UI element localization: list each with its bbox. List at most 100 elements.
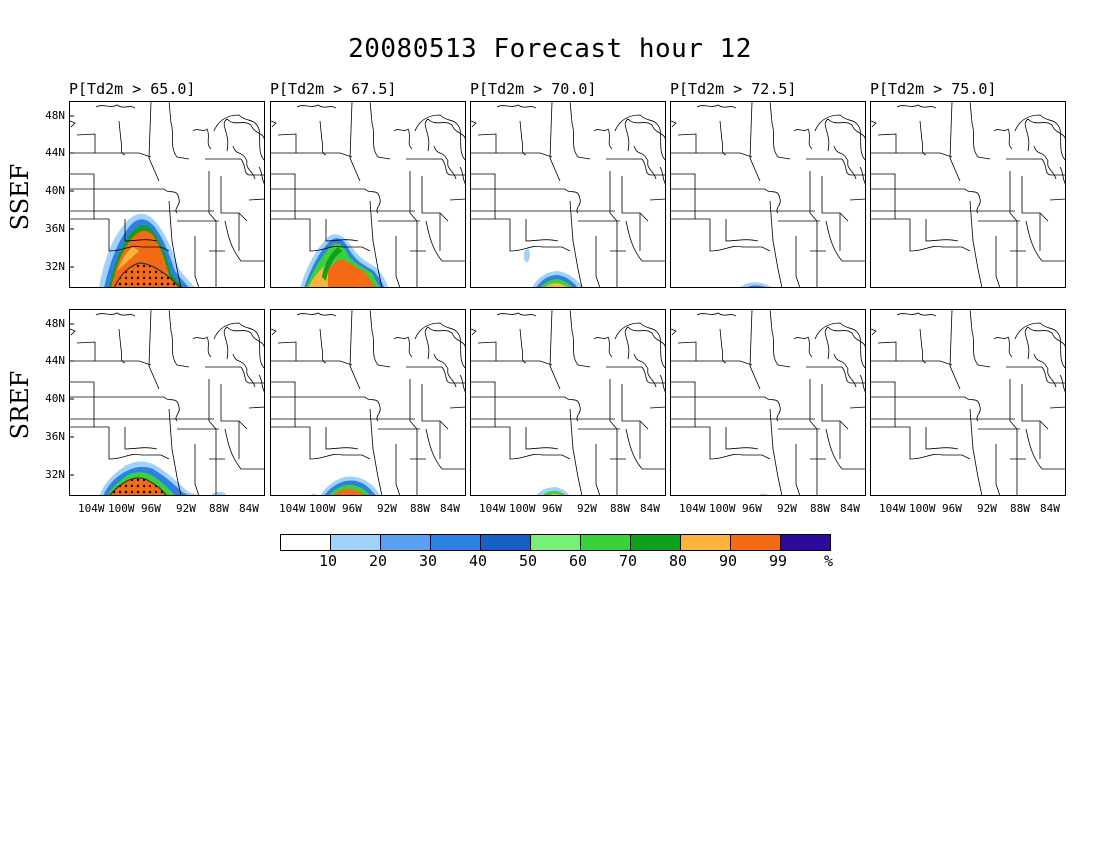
boundary-line: [649, 406, 666, 409]
boundary-line: [769, 200, 783, 288]
boundary-line: [995, 236, 1001, 288]
boundary-line: [223, 118, 265, 152]
stippled-region: [113, 262, 182, 288]
map-panel-ssef-4: [670, 101, 866, 288]
panel-border: [69, 309, 265, 496]
lat-tick-label: 36N: [45, 430, 65, 443]
colorbar-swatch: [731, 535, 781, 550]
boundary-line: [470, 396, 581, 422]
boundary-line: [749, 309, 761, 390]
lon-tick-label: 88W: [410, 502, 430, 515]
boundary-line: [124, 427, 158, 450]
boundary-line: [870, 381, 896, 427]
boundary-line: [205, 366, 265, 384]
probability-contour: [332, 489, 366, 496]
boundary-line: [569, 309, 591, 368]
boundary-line: [270, 396, 381, 422]
boundary-line: [919, 120, 927, 156]
lon-tick-label: 92W: [377, 502, 397, 515]
lon-tick-label: 92W: [577, 502, 597, 515]
boundary-line: [349, 101, 361, 182]
boundary-line: [969, 101, 991, 160]
boundary-line: [606, 158, 666, 176]
boundary-line: [270, 173, 296, 219]
lon-tick-label: 104W: [479, 502, 506, 515]
boundary-line: [277, 133, 297, 153]
boundary-line: [395, 444, 401, 496]
boundary-line: [519, 120, 527, 156]
map-svg: [470, 309, 666, 496]
boundary-line: [369, 200, 383, 288]
boundary-line: [610, 429, 626, 496]
boundary-line: [349, 309, 361, 390]
boundary-line: [621, 176, 649, 222]
boundary-line: [677, 341, 697, 361]
boundary-line: [670, 152, 753, 158]
panel-border: [670, 101, 866, 288]
lat-tick-label: 32N: [45, 468, 65, 481]
boundary-line: [809, 379, 818, 430]
boundary-line: [393, 336, 413, 358]
probability-contour: [322, 247, 342, 281]
lat-tick-label: 48N: [45, 317, 65, 330]
boundary-line: [124, 219, 158, 242]
boundary-line: [670, 360, 753, 366]
stippled-region: [108, 477, 168, 496]
lon-tick-label: 92W: [977, 502, 997, 515]
boundary-line: [1010, 429, 1026, 496]
boundary-line: [425, 428, 466, 470]
boundary-line: [192, 128, 212, 150]
panel-border: [670, 309, 866, 496]
boundary-line: [749, 101, 761, 182]
boundary-line: [509, 219, 571, 252]
boundary-line: [449, 198, 466, 201]
boundary-line: [625, 428, 666, 470]
boundary-line: [424, 326, 466, 360]
panel-title: P[Td2m > 72.5]: [670, 80, 797, 98]
boundary-line: [108, 427, 170, 460]
boundary-line: [296, 104, 337, 109]
boundary-line: [76, 133, 96, 153]
boundary-line: [1021, 384, 1049, 430]
boundary-line: [610, 221, 626, 288]
boundary-line: [296, 312, 337, 317]
boundary-line: [595, 444, 601, 496]
boundary-line: [795, 236, 801, 288]
boundary-line: [593, 128, 613, 150]
map-panel-ssef-5: [870, 101, 1066, 288]
boundary-line: [519, 328, 527, 364]
boundary-line: [277, 341, 297, 361]
boundary-line: [470, 173, 496, 219]
boundary-line: [993, 336, 1013, 358]
boundary-line: [309, 219, 371, 252]
boundary-line: [795, 444, 801, 496]
lat-tick-label: 40N: [45, 184, 65, 197]
boundary-line: [1010, 221, 1026, 288]
boundary-line: [325, 219, 359, 242]
boundary-line: [725, 219, 759, 242]
boundary-line: [220, 176, 248, 222]
map-panel-ssef-1: [69, 101, 265, 288]
colorbar: [280, 534, 831, 551]
boundary-line: [1049, 198, 1066, 201]
colorbar-swatch: [281, 535, 331, 550]
map-panel-sref-2: [270, 309, 466, 496]
boundary-line: [969, 200, 983, 288]
boundary-line: [414, 114, 466, 162]
colorbar-swatch: [681, 535, 731, 550]
lon-tick-label: 92W: [176, 502, 196, 515]
colorbar-swatch: [381, 535, 431, 550]
boundary-line: [870, 152, 953, 158]
boundary-line: [670, 120, 677, 128]
panel-border: [870, 309, 1066, 496]
boundary-line: [725, 427, 759, 450]
colorbar-label: 10: [319, 552, 338, 570]
boundary-line: [410, 221, 426, 288]
boundary-line: [470, 152, 553, 158]
boundary-line: [168, 408, 182, 496]
map-panel-ssef-2: [270, 101, 466, 288]
boundary-line: [769, 309, 791, 368]
boundary-line: [993, 128, 1013, 150]
row-label-sref: SREF: [6, 370, 34, 439]
probability-contour: [740, 282, 774, 288]
